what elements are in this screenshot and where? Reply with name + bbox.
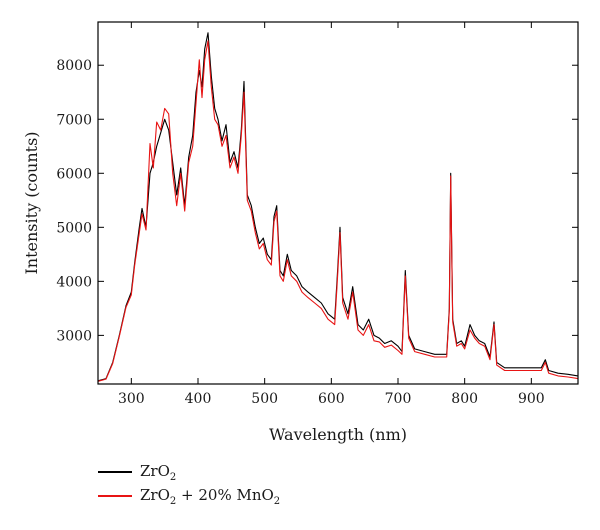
legend-label: ZrO2 + 20% MnO2 (140, 485, 281, 507)
y-tick-label: 7000 (56, 112, 92, 128)
y-axis-label: Intensity (counts) (22, 131, 41, 274)
legend-item-zro2-mno2: ZrO2 + 20% MnO2 (98, 484, 280, 508)
series-line-1 (97, 40, 579, 382)
y-tick-label: 5000 (56, 220, 92, 236)
plot-frame (97, 21, 579, 385)
legend-swatch-red (98, 495, 132, 497)
legend-item-zro2: ZrO2 (98, 460, 280, 484)
legend: ZrO2 ZrO2 + 20% MnO2 (98, 460, 280, 508)
spectrum-chart: 300 400 500 600 700 800 900 3000 4000 5000 6000 700… (22, 21, 579, 444)
series-line-0 (97, 32, 579, 382)
axis-ticks: 300 400 500 600 700 800 900 3000 4000 5000 6000 700… (56, 22, 578, 407)
x-tick-label: 800 (451, 391, 478, 407)
legend-swatch-black (98, 471, 132, 473)
x-tick-label: 700 (385, 391, 412, 407)
x-tick-label: 900 (518, 391, 545, 407)
x-tick-label: 400 (185, 391, 212, 407)
y-tick-label: 4000 (56, 274, 92, 290)
x-tick-label: 500 (251, 391, 278, 407)
x-tick-label: 300 (118, 391, 145, 407)
plot-area (97, 32, 579, 382)
legend-label: ZrO2 (140, 461, 177, 483)
x-axis-label: Wavelength (nm) (269, 425, 407, 444)
y-tick-label: 3000 (56, 328, 92, 344)
y-tick-label: 8000 (56, 58, 92, 74)
x-tick-label: 600 (318, 391, 345, 407)
y-tick-label: 6000 (56, 166, 92, 182)
